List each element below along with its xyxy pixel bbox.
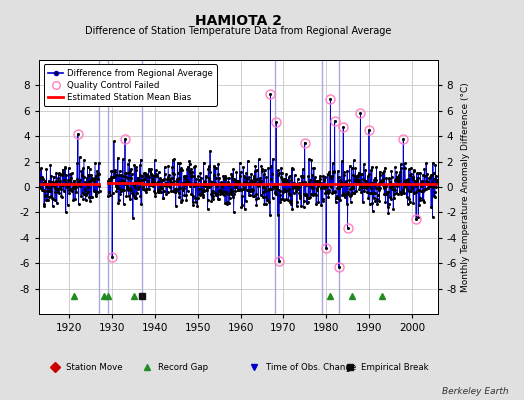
Text: Record Gap: Record Gap — [158, 362, 208, 372]
Text: Station Move: Station Move — [67, 362, 123, 372]
Text: Empirical Break: Empirical Break — [361, 362, 429, 372]
Legend: Difference from Regional Average, Quality Control Failed, Estimated Station Mean: Difference from Regional Average, Qualit… — [43, 64, 217, 106]
Text: Difference of Station Temperature Data from Regional Average: Difference of Station Temperature Data f… — [85, 26, 391, 36]
Text: Berkeley Earth: Berkeley Earth — [442, 387, 508, 396]
Y-axis label: Monthly Temperature Anomaly Difference (°C): Monthly Temperature Anomaly Difference (… — [461, 82, 470, 292]
Text: HAMIOTA 2: HAMIOTA 2 — [195, 14, 282, 28]
Text: Time of Obs. Change: Time of Obs. Change — [266, 362, 356, 372]
